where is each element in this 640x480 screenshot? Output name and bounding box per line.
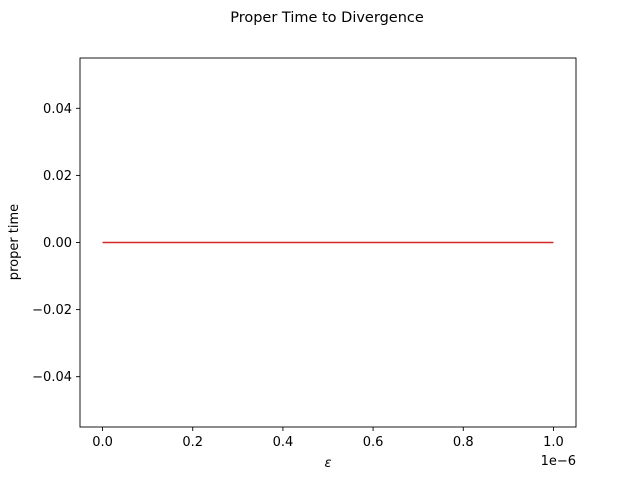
x-tick-label: 0.4 [273,435,294,450]
x-tick-label: 0.8 [453,435,474,450]
y-axis-label: proper time [7,204,22,280]
y-tick-label: 0.02 [43,169,72,184]
x-tick-label: 1.0 [543,435,564,450]
y-axis-ticks: 0.04 0.02 0.00 −0.02 −0.04 [32,102,80,385]
x-axis-label: ε [324,456,331,471]
y-tick-label: 0.04 [43,102,72,117]
chart-title: Proper Time to Divergence [230,10,424,26]
x-tick-label: 0.0 [92,435,113,450]
x-axis-offset-label: 1e−6 [541,454,576,469]
y-tick-label: −0.02 [32,303,72,318]
x-tick-label: 0.2 [182,435,203,450]
x-tick-label: 0.6 [363,435,384,450]
plot-area-frame [79,57,577,428]
y-tick-label: 0.00 [43,236,72,251]
y-tick-label: −0.04 [32,370,72,385]
x-axis-ticks: 0.0 0.2 0.4 0.6 0.8 1.0 [92,427,564,450]
